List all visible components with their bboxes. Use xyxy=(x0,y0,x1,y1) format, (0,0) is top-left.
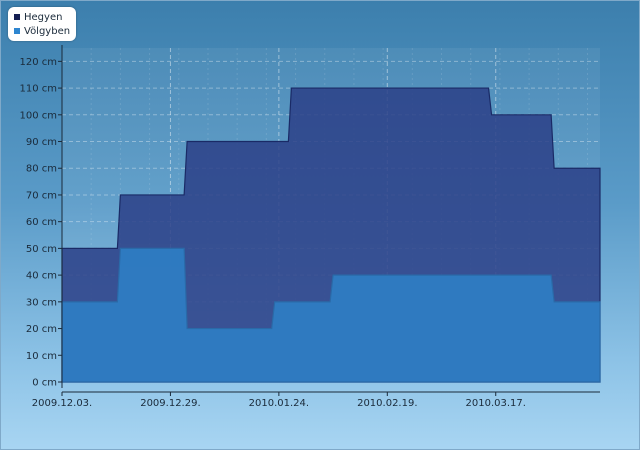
y-tick-label: 70 cm xyxy=(26,190,57,201)
x-tick-label: 2009.12.29. xyxy=(140,398,200,409)
legend: Hegyen Völgyben xyxy=(8,7,77,41)
y-tick-label: 0 cm xyxy=(32,378,57,389)
legend-label-hegyen: Hegyen xyxy=(24,11,63,23)
area-v-lgyben xyxy=(61,247,601,383)
y-tick-label: 20 cm xyxy=(26,324,57,335)
x-tick-label: 2010.01.24. xyxy=(249,398,309,409)
legend-item-volgyben: Völgyben xyxy=(14,24,70,38)
y-tick-label: 120 cm xyxy=(19,57,57,68)
legend-swatch-volgyben xyxy=(14,28,20,34)
y-tick-label: 10 cm xyxy=(26,351,57,362)
series-areas xyxy=(61,87,601,383)
x-tick-label: 2009.12.03. xyxy=(32,398,92,409)
y-tick-label: 30 cm xyxy=(26,297,57,308)
legend-swatch-hegyen xyxy=(14,14,20,20)
y-tick-label: 110 cm xyxy=(19,84,57,95)
x-tick-label: 2010.03.17. xyxy=(466,398,526,409)
legend-item-hegyen: Hegyen xyxy=(14,10,70,24)
y-tick-label: 50 cm xyxy=(26,244,57,255)
y-tick-label: 60 cm xyxy=(26,217,57,228)
y-tick-label: 80 cm xyxy=(26,164,57,175)
x-tick-label: 2010.02.19. xyxy=(357,398,417,409)
y-tick-label: 90 cm xyxy=(26,137,57,148)
y-tick-label: 40 cm xyxy=(26,271,57,282)
y-tick-label: 100 cm xyxy=(19,110,57,121)
axes: 0 cm 10 cm 20 cm 30 cm 40 cm 50 cm 60 cm 70 cm 8… xyxy=(19,45,600,409)
legend-label-volgyben: Völgyben xyxy=(24,25,71,37)
